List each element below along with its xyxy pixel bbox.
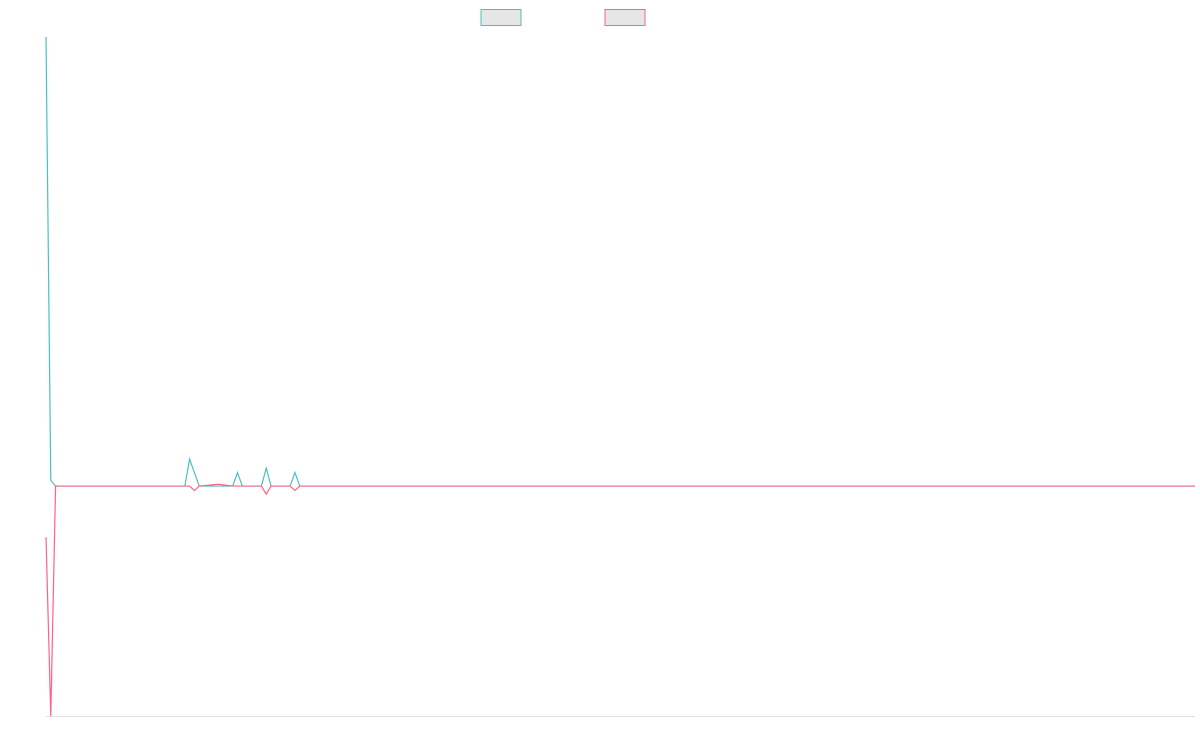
legend-swatch bbox=[604, 9, 646, 26]
legend-swatch bbox=[480, 9, 522, 26]
data-line bbox=[45, 36, 1195, 487]
data-line bbox=[45, 483, 1195, 717]
